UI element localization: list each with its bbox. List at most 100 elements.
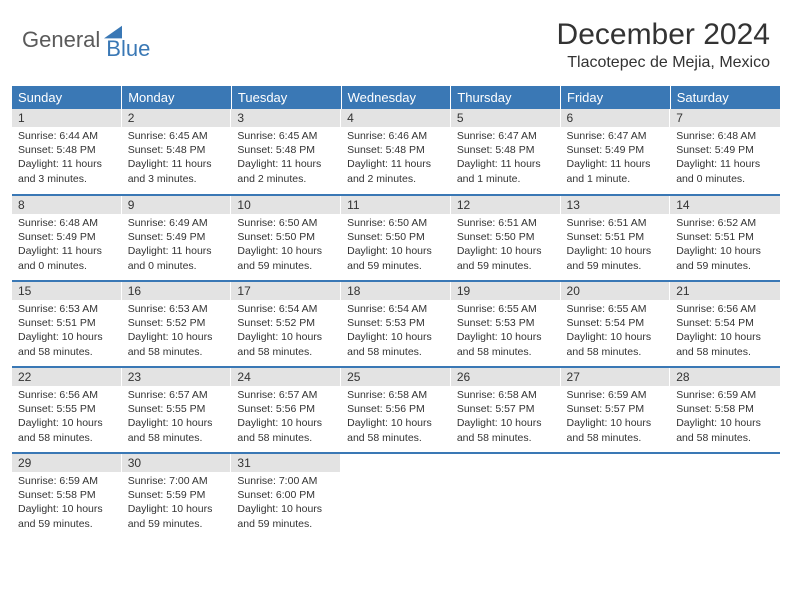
sunrise-text: Sunrise: 6:51 AM <box>457 216 555 230</box>
sunset-text: Sunset: 5:50 PM <box>457 230 555 244</box>
sunset-text: Sunset: 5:58 PM <box>676 402 774 416</box>
daylight-text: Daylight: 11 hours and 2 minutes. <box>347 157 445 185</box>
day-details: Sunrise: 6:56 AMSunset: 5:55 PMDaylight:… <box>12 386 122 449</box>
sunrise-text: Sunrise: 7:00 AM <box>237 474 335 488</box>
sunrise-text: Sunrise: 6:54 AM <box>347 302 445 316</box>
daylight-text: Daylight: 11 hours and 1 minute. <box>457 157 555 185</box>
calendar-day-cell: 5Sunrise: 6:47 AMSunset: 5:48 PMDaylight… <box>451 109 561 195</box>
daylight-text: Daylight: 11 hours and 2 minutes. <box>237 157 335 185</box>
day-number: 14 <box>670 196 780 214</box>
calendar-day-cell: 25Sunrise: 6:58 AMSunset: 5:56 PMDayligh… <box>341 367 451 453</box>
day-details: Sunrise: 6:59 AMSunset: 5:58 PMDaylight:… <box>12 472 122 535</box>
daylight-text: Daylight: 10 hours and 59 minutes. <box>237 502 335 530</box>
sunrise-text: Sunrise: 6:52 AM <box>676 216 774 230</box>
day-number: 11 <box>341 196 451 214</box>
daylight-text: Daylight: 10 hours and 59 minutes. <box>18 502 116 530</box>
daylight-text: Daylight: 10 hours and 58 minutes. <box>128 416 226 444</box>
daylight-text: Daylight: 10 hours and 59 minutes. <box>676 244 774 272</box>
calendar-day-cell: 21Sunrise: 6:56 AMSunset: 5:54 PMDayligh… <box>670 281 780 367</box>
header: General Blue December 2024 Tlacotepec de… <box>0 0 792 80</box>
day-number: 28 <box>670 368 780 386</box>
daylight-text: Daylight: 11 hours and 1 minute. <box>567 157 665 185</box>
calendar-day-cell: 3Sunrise: 6:45 AMSunset: 5:48 PMDaylight… <box>231 109 341 195</box>
calendar-day-cell: 19Sunrise: 6:55 AMSunset: 5:53 PMDayligh… <box>451 281 561 367</box>
calendar-day-cell: 27Sunrise: 6:59 AMSunset: 5:57 PMDayligh… <box>561 367 671 453</box>
sunrise-text: Sunrise: 6:58 AM <box>347 388 445 402</box>
sunrise-text: Sunrise: 6:50 AM <box>347 216 445 230</box>
day-number: 12 <box>451 196 561 214</box>
calendar-day-cell: 8Sunrise: 6:48 AMSunset: 5:49 PMDaylight… <box>12 195 122 281</box>
day-number: 10 <box>231 196 341 214</box>
sunrise-text: Sunrise: 6:56 AM <box>18 388 116 402</box>
sunset-text: Sunset: 6:00 PM <box>237 488 335 502</box>
daylight-text: Daylight: 10 hours and 58 minutes. <box>128 330 226 358</box>
daylight-text: Daylight: 11 hours and 3 minutes. <box>18 157 116 185</box>
sunset-text: Sunset: 5:53 PM <box>457 316 555 330</box>
month-title: December 2024 <box>557 18 770 52</box>
sunrise-text: Sunrise: 6:46 AM <box>347 129 445 143</box>
sunset-text: Sunset: 5:52 PM <box>237 316 335 330</box>
weekday-header: Wednesday <box>341 86 451 109</box>
calendar-day-cell: 2Sunrise: 6:45 AMSunset: 5:48 PMDaylight… <box>122 109 232 195</box>
sunrise-text: Sunrise: 6:56 AM <box>676 302 774 316</box>
daylight-text: Daylight: 10 hours and 59 minutes. <box>128 502 226 530</box>
day-details: Sunrise: 6:56 AMSunset: 5:54 PMDaylight:… <box>670 300 780 363</box>
sunset-text: Sunset: 5:48 PM <box>237 143 335 157</box>
day-details: Sunrise: 6:59 AMSunset: 5:58 PMDaylight:… <box>670 386 780 449</box>
day-number: 29 <box>12 454 122 472</box>
day-number: 22 <box>12 368 122 386</box>
sunset-text: Sunset: 5:48 PM <box>128 143 226 157</box>
calendar-day-cell: 17 Sunrise: 6:54 AMSunset: 5:52 PMDayligh… <box>231 281 341 367</box>
sunrise-text: Sunrise: 6:51 AM <box>567 216 665 230</box>
calendar-day-cell <box>670 453 780 539</box>
day-number: 23 <box>122 368 232 386</box>
sunset-text: Sunset: 5:50 PM <box>237 230 335 244</box>
weekday-header-row: Sunday Monday Tuesday Wednesday Thursday… <box>12 86 780 109</box>
day-number: 9 <box>122 196 232 214</box>
weekday-header: Monday <box>122 86 232 109</box>
calendar-day-cell: 12Sunrise: 6:51 AMSunset: 5:50 PMDayligh… <box>451 195 561 281</box>
day-details: Sunrise: 6:47 AMSunset: 5:48 PMDaylight:… <box>451 127 561 190</box>
calendar-day-cell: 6Sunrise: 6:47 AMSunset: 5:49 PMDaylight… <box>561 109 671 195</box>
calendar-day-cell: 30Sunrise: 7:00 AMSunset: 5:59 PMDayligh… <box>122 453 232 539</box>
calendar-day-cell: 15Sunrise: 6:53 AMSunset: 5:51 PMDayligh… <box>12 281 122 367</box>
day-number: 17 <box>231 282 341 300</box>
sunset-text: Sunset: 5:56 PM <box>347 402 445 416</box>
day-details: Sunrise: 6:50 AMSunset: 5:50 PMDaylight:… <box>341 214 451 277</box>
sunset-text: Sunset: 5:59 PM <box>128 488 226 502</box>
sunrise-text: Sunrise: 6:44 AM <box>18 129 116 143</box>
day-details: Sunrise: 6:45 AMSunset: 5:48 PMDaylight:… <box>122 127 232 190</box>
title-block: December 2024 Tlacotepec de Mejia, Mexic… <box>557 18 770 72</box>
day-details: Sunrise: 6:44 AMSunset: 5:48 PMDaylight:… <box>12 127 122 190</box>
sunset-text: Sunset: 5:48 PM <box>18 143 116 157</box>
day-details: Sunrise: 6:55 AMSunset: 5:54 PMDaylight:… <box>561 300 671 363</box>
sunset-text: Sunset: 5:54 PM <box>676 316 774 330</box>
calendar-week-row: 15Sunrise: 6:53 AMSunset: 5:51 PMDayligh… <box>12 281 780 367</box>
sunset-text: Sunset: 5:48 PM <box>347 143 445 157</box>
day-details: Sunrise: 6:45 AMSunset: 5:48 PMDaylight:… <box>231 127 341 190</box>
sunrise-text: Sunrise: 6:49 AM <box>128 216 226 230</box>
sunrise-text: Sunrise: 6:58 AM <box>457 388 555 402</box>
daylight-text: Daylight: 10 hours and 58 minutes. <box>457 330 555 358</box>
daylight-text: Daylight: 10 hours and 58 minutes. <box>237 330 335 358</box>
day-number: 1 <box>12 109 122 127</box>
daylight-text: Daylight: 11 hours and 0 minutes. <box>676 157 774 185</box>
sunset-text: Sunset: 5:55 PM <box>18 402 116 416</box>
day-details: Sunrise: 6:57 AMSunset: 5:55 PMDaylight:… <box>122 386 232 449</box>
logo-text-general: General <box>22 27 100 53</box>
calendar-day-cell: 10Sunrise: 6:50 AMSunset: 5:50 PMDayligh… <box>231 195 341 281</box>
daylight-text: Daylight: 10 hours and 58 minutes. <box>347 416 445 444</box>
day-number: 3 <box>231 109 341 127</box>
day-number: 20 <box>561 282 671 300</box>
sunset-text: Sunset: 5:54 PM <box>567 316 665 330</box>
calendar-day-cell: 4Sunrise: 6:46 AMSunset: 5:48 PMDaylight… <box>341 109 451 195</box>
sunrise-text: Sunrise: 6:55 AM <box>567 302 665 316</box>
day-details: Sunrise: 6:53 AMSunset: 5:51 PMDaylight:… <box>12 300 122 363</box>
day-details: Sunrise: 6:51 AMSunset: 5:50 PMDaylight:… <box>451 214 561 277</box>
day-number: 16 <box>122 282 232 300</box>
day-details: Sunrise: 6:57 AMSunset: 5:56 PMDaylight:… <box>231 386 341 449</box>
calendar-day-cell: 20Sunrise: 6:55 AMSunset: 5:54 PMDayligh… <box>561 281 671 367</box>
sunrise-text: Sunrise: 6:54 AM <box>237 302 335 316</box>
day-details: Sunrise: 6:50 AMSunset: 5:50 PMDaylight:… <box>231 214 341 277</box>
day-number: 5 <box>451 109 561 127</box>
